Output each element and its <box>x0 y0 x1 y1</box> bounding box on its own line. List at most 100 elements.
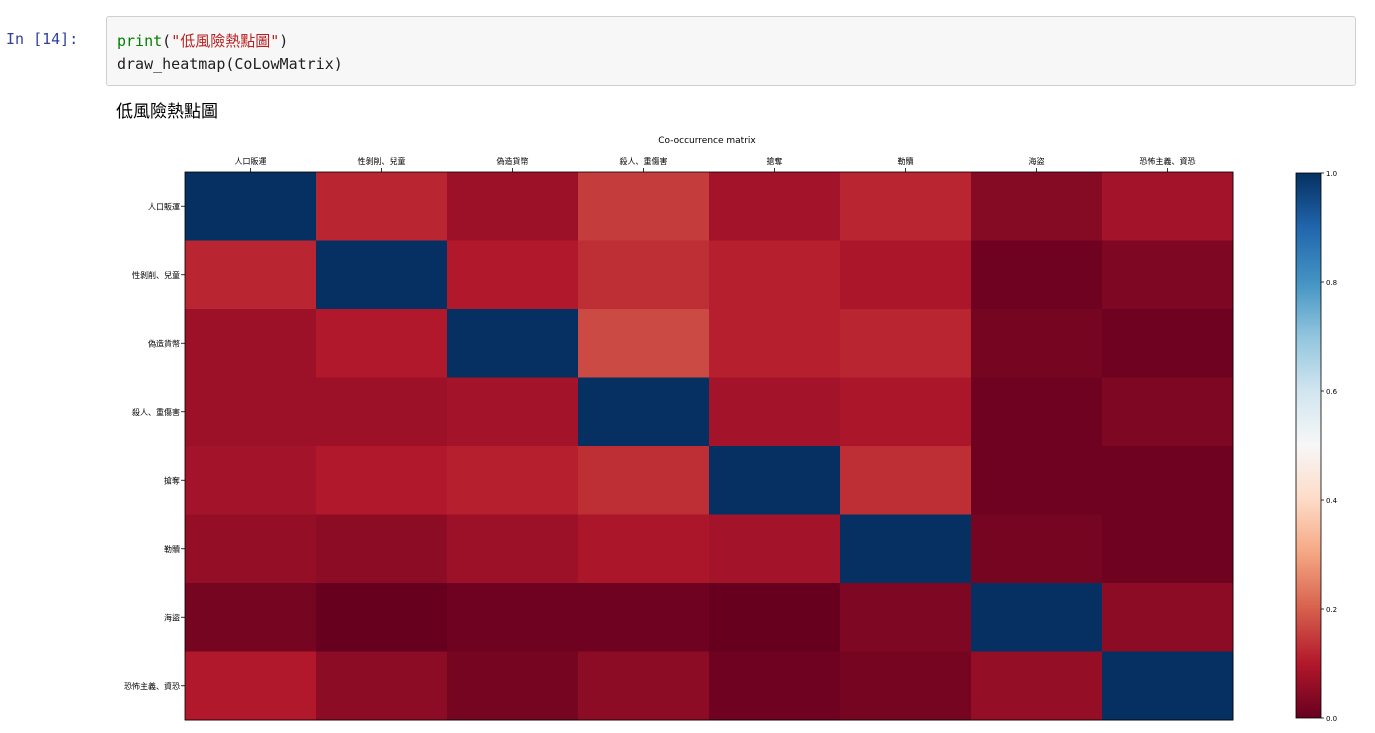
code-open-paren: ( <box>162 32 172 50</box>
heatmap-cell <box>1102 651 1234 721</box>
heatmap-cell <box>185 240 317 310</box>
heatmap-cell <box>185 583 317 652</box>
heatmap-cell <box>316 514 448 584</box>
heatmap-cell <box>840 240 972 310</box>
colorbar-tick-label: 0.8 <box>1326 279 1337 287</box>
heatmap-cell <box>840 446 972 515</box>
heatmap-cell <box>709 514 841 584</box>
heatmap-cell <box>971 446 1103 515</box>
code-keyword-print: print <box>117 32 163 50</box>
heatmap-cell <box>971 583 1103 652</box>
heatmap-cell <box>840 172 972 241</box>
heatmap-cell <box>316 309 448 378</box>
heatmap-cell <box>971 240 1103 310</box>
code-close-paren: ) <box>279 32 289 50</box>
y-tick-label: 殺人、重傷害 <box>132 407 180 417</box>
chart-title: Co-occurrence matrix <box>658 136 756 146</box>
heatmap-cell <box>709 309 841 378</box>
heatmap-cell <box>971 309 1103 378</box>
heatmap-cell <box>447 651 579 721</box>
colorbar-tick-label: 0.2 <box>1326 606 1337 614</box>
heatmap-cell <box>578 377 710 447</box>
heatmap-cell <box>840 377 972 447</box>
heatmap-cell <box>316 651 448 721</box>
x-tick-label: 人口販運 <box>235 156 267 166</box>
heatmap-cell <box>316 446 448 515</box>
heatmap-cell <box>1102 583 1234 652</box>
heatmap-cell <box>447 583 579 652</box>
heatmap-cell <box>185 514 317 584</box>
heatmap-cells <box>184 171 1234 721</box>
y-tick-label: 勒贖 <box>164 544 180 554</box>
y-tick-label: 搶奪 <box>164 475 180 485</box>
heatmap-frame <box>184 171 1234 721</box>
heatmap-cell <box>971 651 1103 721</box>
colorbar-tick-label: 0.4 <box>1326 497 1338 505</box>
x-tick-label: 性剝削、兒童 <box>358 156 406 166</box>
heatmap-cell <box>578 651 710 721</box>
heatmap-cell <box>971 377 1103 447</box>
x-tick-label: 偽造貨幣 <box>497 156 529 166</box>
heatmap-cell <box>447 446 579 515</box>
heatmap-cell <box>316 240 448 310</box>
heatmap-cell <box>447 377 579 447</box>
colorbar-tick-label: 1.0 <box>1326 170 1337 178</box>
heatmap-cell <box>316 377 448 447</box>
x-axis-labels: 人口販運 性剝削、兒童 偽造貨幣 殺人、重傷害 搶奪 勒贖 海盜 恐怖主義、資恐 <box>235 156 1196 172</box>
heatmap-cell <box>1102 377 1234 447</box>
heatmap-cell <box>709 172 841 241</box>
heatmap-cell <box>185 309 317 378</box>
heatmap-cell <box>840 651 972 721</box>
code-line-1: print("低風險熱點圖") <box>117 30 288 51</box>
heatmap-cell <box>840 514 972 584</box>
heatmap-cell <box>1102 446 1234 515</box>
cell-output-text: 低風險熱點圖 <box>116 102 218 122</box>
heatmap-cell <box>185 172 317 241</box>
heatmap-cell <box>840 583 972 652</box>
heatmap-cell <box>1102 309 1234 378</box>
code-string: "低風險熱點圖" <box>171 32 280 50</box>
heatmap-figure: 人口販運 性剝削、兒童 偽造貨幣 殺人、重傷害 搶奪 勒贖 海盜 恐怖主義、資恐 人口販運性剝… <box>124 136 1338 723</box>
code-line-2: draw_heatmap(CoLowMatrix) <box>117 55 343 73</box>
heatmap-cell <box>971 172 1103 241</box>
heatmap-cell <box>1102 172 1234 241</box>
y-tick-label: 偽造貨幣 <box>148 338 180 348</box>
heatmap-cell <box>316 172 448 241</box>
y-tick-label: 人口販運 <box>148 201 180 211</box>
heatmap-cell <box>578 240 710 310</box>
y-tick-label: 恐怖主義、資恐 <box>124 681 180 691</box>
heatmap-cell <box>185 446 317 515</box>
heatmap-cell <box>1102 240 1234 310</box>
heatmap-cell <box>709 240 841 310</box>
heatmap-cell <box>578 514 710 584</box>
heatmap-cell <box>840 309 972 378</box>
heatmap-cell <box>447 514 579 584</box>
heatmap-cell <box>709 583 841 652</box>
x-tick-label: 殺人、重傷害 <box>620 156 668 166</box>
x-tick-label: 恐怖主義、資恐 <box>1140 156 1196 166</box>
heatmap-cell <box>578 309 710 378</box>
heatmap-cell <box>185 377 317 447</box>
heatmap-cell <box>316 583 448 652</box>
colorbar-tick-label: 0.0 <box>1326 715 1337 723</box>
colorbar-gradient <box>1295 172 1322 719</box>
heatmap-cell <box>185 651 317 721</box>
heatmap-cell <box>578 172 710 241</box>
heatmap-cell <box>447 172 579 241</box>
heatmap-cell <box>578 446 710 515</box>
heatmap-cell <box>447 240 579 310</box>
heatmap-cell <box>971 514 1103 584</box>
y-tick-label: 海盜 <box>164 612 180 622</box>
heatmap-cell <box>1102 514 1234 584</box>
heatmap-cell <box>709 377 841 447</box>
colorbar-tick-label: 0.6 <box>1326 388 1338 396</box>
code-cell-input[interactable]: print("低風險熱點圖") draw_heatmap(CoLowMatrix… <box>106 16 1356 86</box>
colorbar: 0.0 0.2 0.4 0.6 0.8 1.0 <box>1295 170 1338 723</box>
y-tick-label: 性剝削、兒童 <box>132 270 180 280</box>
heatmap-cell <box>578 583 710 652</box>
x-tick-label: 勒贖 <box>898 156 914 166</box>
heatmap-cell <box>447 309 579 378</box>
x-tick-label: 搶奪 <box>767 156 783 166</box>
heatmap-cell <box>709 446 841 515</box>
